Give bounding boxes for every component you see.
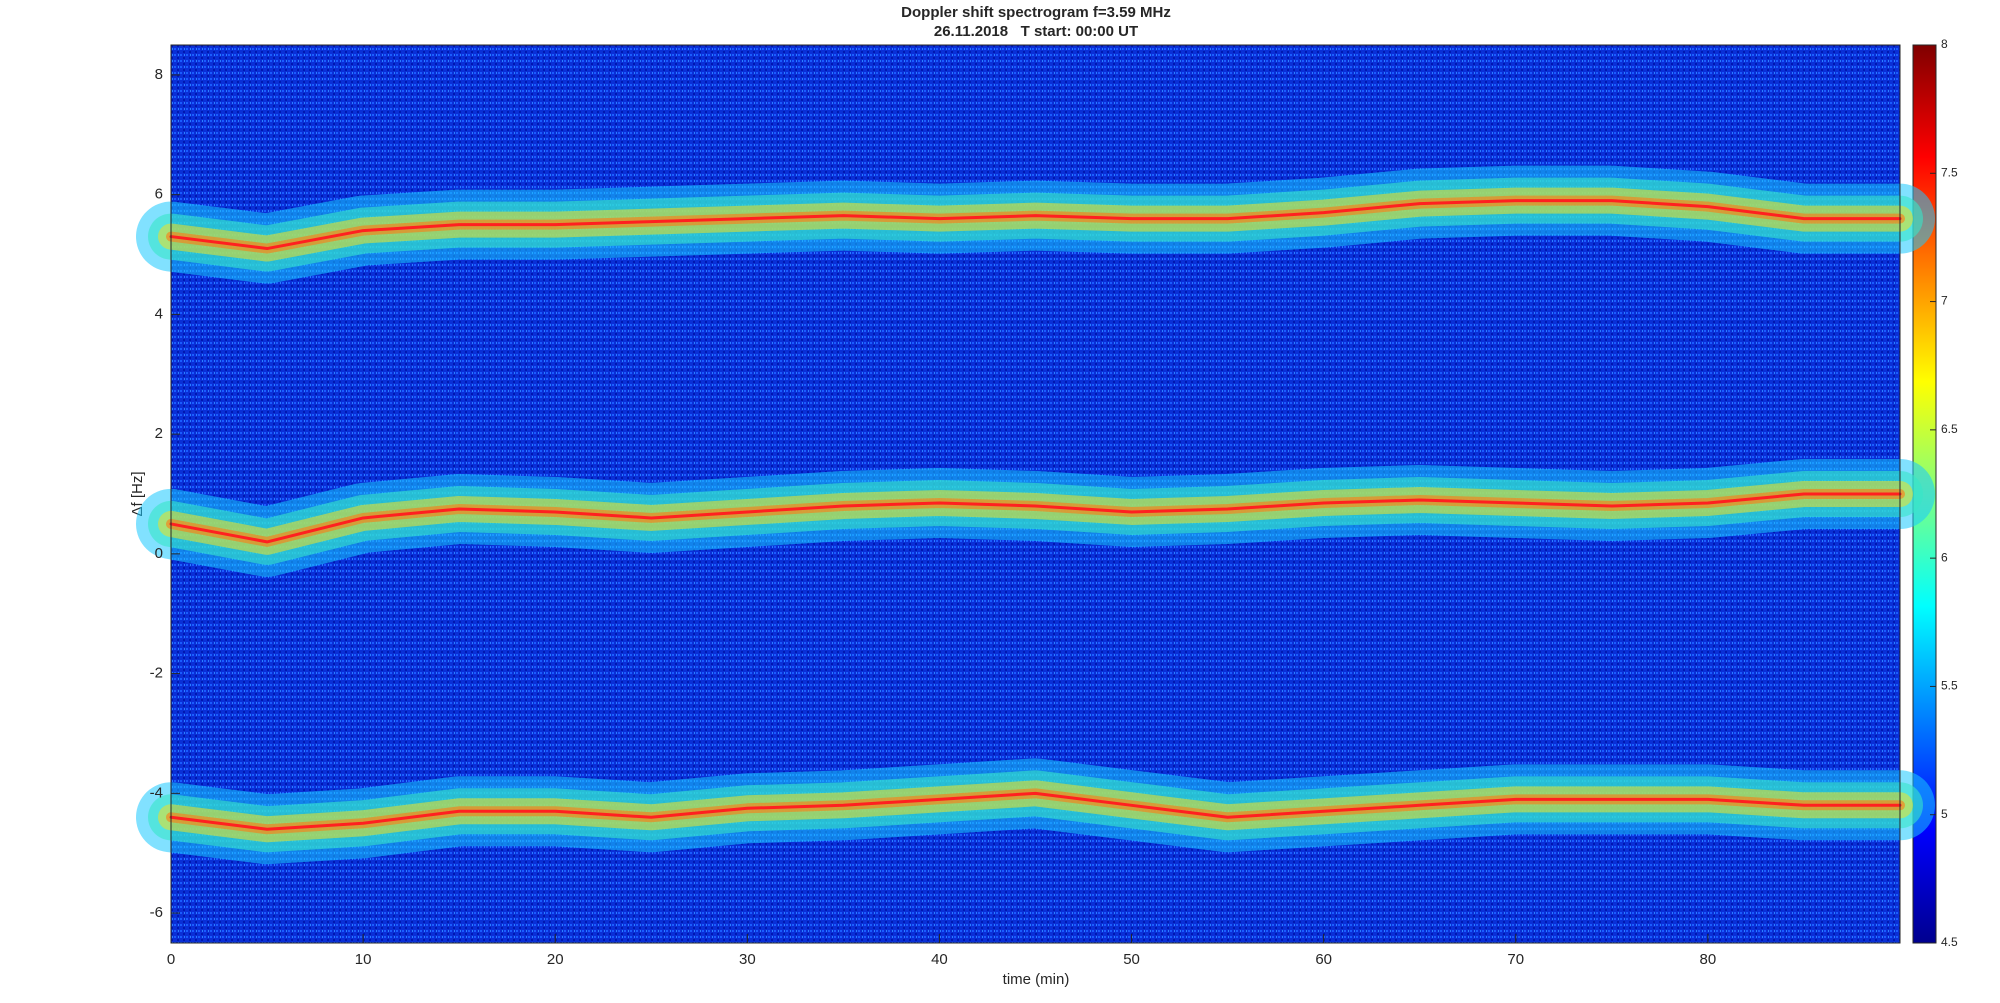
x-tick-label: 30 <box>739 951 756 968</box>
colorbar-tick-label: 7.5 <box>1941 165 1958 179</box>
trace-line <box>169 492 1902 544</box>
y-tick-label: 0 <box>155 545 163 562</box>
colorbar-tick-label: 5 <box>1941 807 1948 821</box>
colorbar-tick-label: 4.5 <box>1941 935 1958 949</box>
plot-frame <box>170 44 1901 944</box>
x-tick-label: 20 <box>547 951 564 968</box>
colorbar-tick-label: 6 <box>1941 550 1948 564</box>
colorbar-tick-label: 8 <box>1941 37 1948 51</box>
x-tick-label: 10 <box>355 951 372 968</box>
y-tick-label: 8 <box>155 66 163 83</box>
x-tick-label: 70 <box>1507 951 1524 968</box>
trace-line <box>169 791 1902 831</box>
y-tick-label: -4 <box>150 784 163 801</box>
colorbar-tick-label: 6.5 <box>1941 422 1958 436</box>
colorbar-tick-label: 5.5 <box>1941 679 1958 693</box>
x-tick-label: 50 <box>1123 951 1140 968</box>
x-axis-label: time (min) <box>1003 971 1070 988</box>
chart-subtitle: 26.11.2018 T start: 00:00 UT <box>934 23 1138 40</box>
x-tick-label: 80 <box>1700 951 1717 968</box>
y-tick-label: -2 <box>150 665 163 682</box>
colorbar-tick-label: 7 <box>1941 294 1948 308</box>
x-tick-label: 60 <box>1315 951 1332 968</box>
trace-line <box>169 199 1902 251</box>
x-tick-label: 0 <box>167 951 175 968</box>
x-tick-label: 40 <box>931 951 948 968</box>
chart-title: Doppler shift spectrogram f=3.59 MHz <box>901 4 1171 21</box>
y-tick-label: 6 <box>155 186 163 203</box>
y-tick-label: 2 <box>155 425 163 442</box>
y-tick-label: -6 <box>150 904 163 921</box>
y-tick-label: 4 <box>155 305 163 322</box>
